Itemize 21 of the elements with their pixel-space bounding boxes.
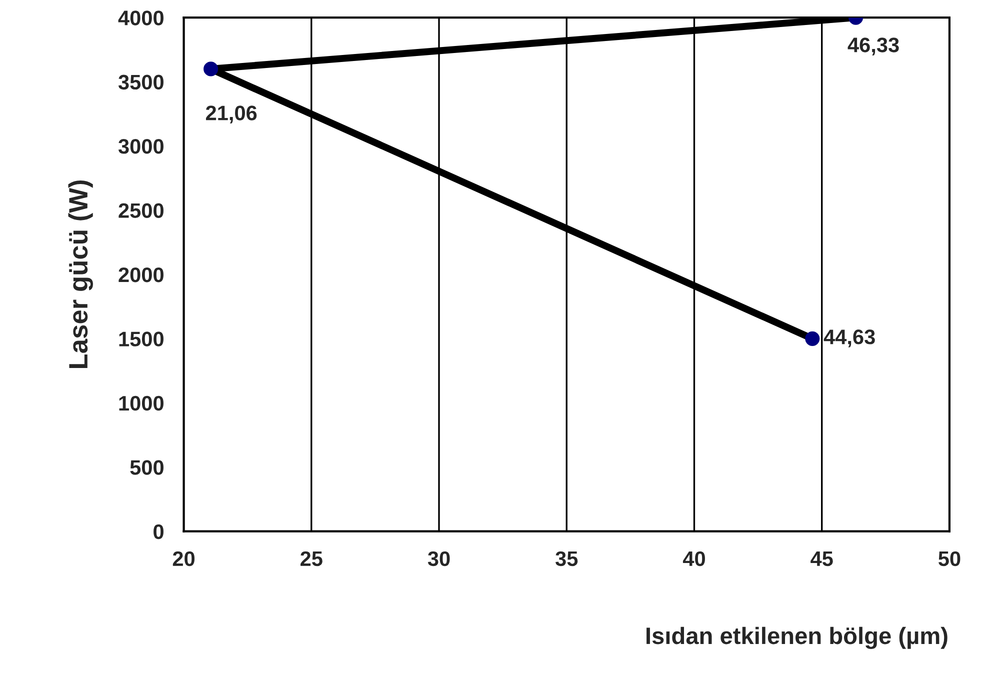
y-tick-label: 500 [130,460,164,475]
annotation: 44,63 [824,330,875,348]
annotation: 46,33 [848,38,899,56]
annotation: 21,06 [206,106,257,124]
y-axis-title: Laser gücü (W) [68,180,93,368]
x-tick-label: 25 [300,551,322,566]
y-tick-label: 4000 [118,10,164,26]
y-tick-label: 2500 [118,203,164,218]
y-tick-label: 1500 [119,332,164,346]
x-axis-title: Isıdan etkilenen bölge (µm) [646,626,948,649]
x-tick-label: 50 [938,551,960,566]
y-tick-label: 2000 [118,267,164,282]
y-tick-label: 3500 [118,74,164,90]
x-tick-label: 30 [428,551,450,566]
y-tick-label: 1000 [119,396,164,411]
x-tick-label: 45 [810,552,833,566]
y-tick-label: 0 [154,524,164,540]
y-tick-label: 3000 [118,139,164,154]
x-tick-label: 20 [172,551,194,566]
x-tick-label: 35 [556,551,578,566]
x-tick-label: 40 [682,551,705,566]
